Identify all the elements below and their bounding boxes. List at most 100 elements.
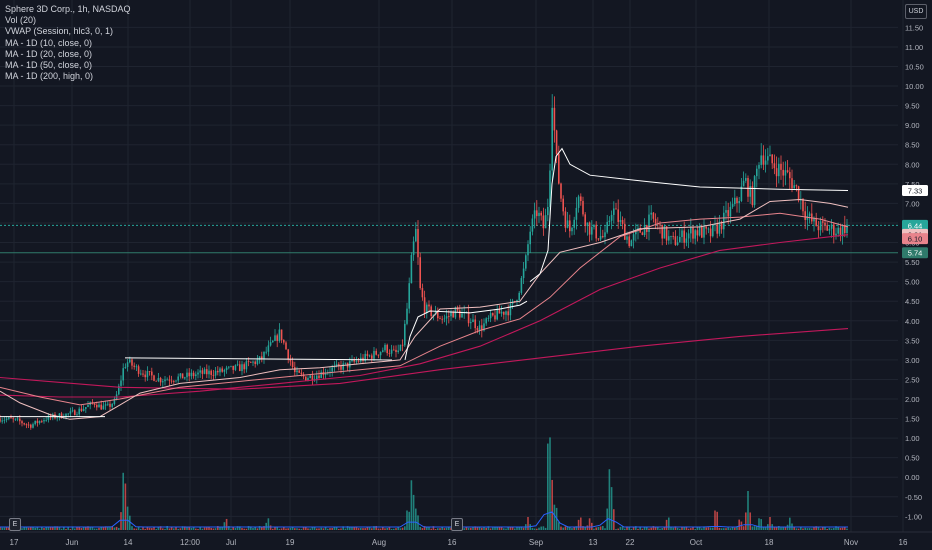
x-tick-label: 17: [10, 538, 19, 547]
candle-body: [5, 418, 8, 420]
candle-body: [467, 311, 470, 324]
volume-bar: [628, 526, 630, 530]
volume-bar: [577, 519, 580, 530]
candle-body: [223, 370, 226, 372]
volume-bar: [564, 526, 567, 530]
candle-body: [518, 292, 520, 300]
candle-body: [415, 229, 417, 242]
volume-bar: [742, 526, 745, 530]
legend-ma10[interactable]: MA - 1D (10, close, 0): [5, 37, 93, 48]
currency-button[interactable]: USD: [905, 4, 927, 19]
candle-body: [379, 351, 382, 356]
candle-body: [514, 300, 516, 302]
candle-body: [133, 365, 135, 367]
volume-bar: [311, 527, 314, 530]
y-tick-label: 3.00: [905, 356, 920, 365]
candle-body: [659, 224, 661, 226]
volume-bar: [245, 528, 248, 530]
volume-bar: [652, 526, 655, 530]
candle-body: [74, 410, 76, 416]
candle-body: [632, 234, 635, 241]
volume-bar: [151, 528, 153, 530]
volume-bar: [681, 527, 683, 530]
candle-body: [492, 313, 494, 316]
volume-bar: [58, 526, 61, 530]
volume-bar: [472, 527, 474, 530]
price-axis[interactable]: -1.00 -0.50 0.00 0.50 1.00 1.50 2.00 2.50 3.00 3.…: [902, 23, 928, 521]
legend-ma50[interactable]: MA - 1D (50, close, 0): [5, 60, 93, 71]
candle-body: [833, 224, 835, 236]
candle-body: [740, 186, 743, 202]
volume-bar: [386, 527, 388, 530]
candle-body: [525, 255, 527, 269]
earnings-marker-button[interactable]: E: [451, 518, 463, 531]
volume-bar: [773, 526, 776, 530]
volume-bar: [819, 528, 822, 530]
candle-body: [269, 342, 272, 346]
candle-body: [593, 224, 595, 228]
candle-body: [19, 418, 21, 422]
candle-body: [146, 371, 149, 378]
volume-bar: [390, 528, 393, 530]
candle-body: [723, 212, 725, 230]
candle-body: [661, 224, 663, 239]
volume-bar: [582, 526, 584, 530]
volume-bar: [148, 527, 151, 530]
volume-bar: [98, 527, 100, 530]
candle-body: [280, 329, 283, 341]
candle-body: [527, 244, 529, 256]
candle-body: [87, 404, 89, 408]
candle-body: [738, 201, 740, 204]
legend-ma200[interactable]: MA - 1D (200, high, 0): [5, 71, 94, 82]
volume-bar: [89, 527, 91, 530]
candle-body: [289, 359, 292, 362]
candle-body: [164, 379, 166, 382]
volume-bar: [593, 528, 595, 530]
candle-body: [509, 303, 512, 316]
volume-bar: [340, 528, 342, 530]
candle-body: [835, 233, 837, 236]
legend-vwap[interactable]: VWAP (Session, hlc3, 0, 1): [5, 26, 114, 37]
candle-body: [265, 351, 267, 353]
volume-bar: [806, 528, 809, 530]
price-scale-label-text: 7.33: [908, 187, 923, 196]
volume-bar: [467, 527, 470, 530]
volume-bar: [712, 527, 714, 530]
earnings-marker-button[interactable]: E: [9, 518, 21, 531]
volume-bar: [824, 527, 826, 530]
volume-bar: [632, 526, 635, 530]
volume-bar: [30, 527, 32, 530]
candle-body: [630, 240, 633, 247]
candle-body: [690, 227, 692, 234]
volume-bar: [67, 527, 69, 530]
candle-body: [628, 236, 630, 247]
legend-vol[interactable]: Vol (20): [5, 15, 37, 26]
volume-bar: [236, 526, 239, 530]
candle-body: [610, 214, 613, 221]
volume-bar: [175, 526, 177, 530]
legend-symbol[interactable]: Sphere 3D Corp., 1h, NASDAQ: [5, 4, 131, 14]
candle-body: [250, 361, 252, 363]
candle-body: [584, 214, 586, 227]
x-tick-label: 19: [286, 538, 295, 547]
volume-bar: [580, 517, 582, 530]
volume-bar: [837, 526, 839, 530]
candle-body: [60, 413, 63, 419]
candle-body: [316, 375, 318, 380]
volume-bar: [283, 526, 285, 530]
legend-ma20[interactable]: MA - 1D (20, close, 0): [5, 48, 93, 59]
volume-bar: [261, 526, 263, 530]
volume-bar: [162, 528, 164, 530]
candle-body: [278, 329, 281, 341]
volume-bar: [588, 518, 591, 530]
volume-bar: [511, 527, 514, 530]
time-axis[interactable]: 17 Jun 14 12:00 Jul 19 Aug 16 Sep 13 22 Oct 18 Nov 16: [10, 538, 908, 547]
volume-bar: [32, 526, 34, 530]
candle-body: [318, 375, 320, 379]
volume-bar: [421, 528, 424, 530]
candle-body: [830, 224, 833, 229]
candle-body: [441, 318, 443, 320]
candle-body: [102, 405, 105, 410]
price-scale-label-text: 5.74: [908, 249, 923, 258]
